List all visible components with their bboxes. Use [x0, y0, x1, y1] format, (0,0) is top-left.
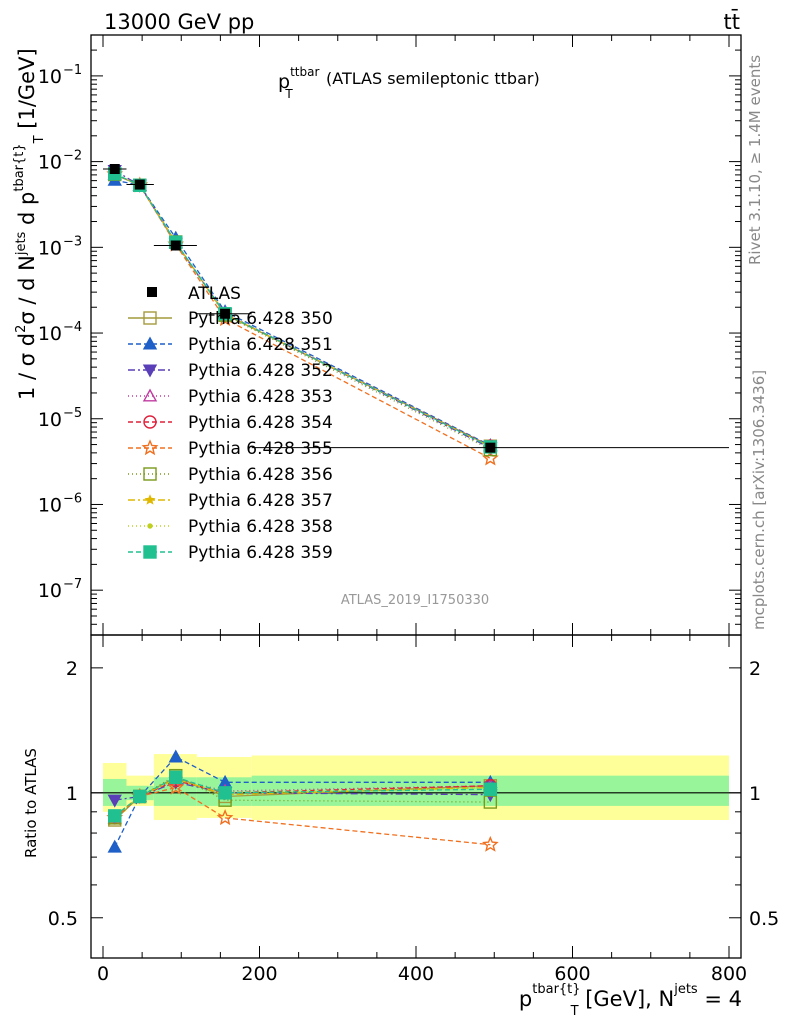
- y-tick-exponent: −5: [63, 406, 82, 421]
- ratio-y-tick-label: 0.5: [48, 908, 78, 930]
- ratio-series-marker: [169, 770, 183, 784]
- y-tick-exponent: −6: [63, 491, 82, 506]
- ratio-series-marker: [483, 795, 498, 809]
- x-tick-label: 200: [241, 963, 277, 985]
- ratio-y-tick-label: 1: [66, 783, 78, 805]
- y-tick-exponent: −7: [63, 577, 82, 592]
- ratio-series-marker: [133, 789, 147, 804]
- y-tick-label: 10: [38, 66, 62, 88]
- ratio-axis-label: Ratio to ATLAS: [22, 748, 40, 858]
- y-tick-label: 10: [38, 580, 62, 602]
- rivet-label: Rivet 3.1.10, ≥ 1.4M events: [746, 55, 764, 265]
- legend-marker: [142, 336, 158, 350]
- ratio-series-marker: [167, 778, 185, 795]
- ratio-series-marker: [218, 786, 232, 800]
- y-tick-exponent: −2: [63, 149, 82, 164]
- legend-marker: [141, 439, 159, 456]
- ratio-y-tick-label-right: 2: [749, 658, 761, 680]
- ratio-series-marker: [483, 782, 498, 796]
- legend-marker: [143, 415, 157, 429]
- ratio-series-marker: [216, 809, 234, 826]
- legend-marker: [144, 494, 156, 505]
- y-tick-exponent: −3: [63, 234, 82, 249]
- legend-label: Pythia 6.428 351: [188, 335, 333, 355]
- legend-label: Pythia 6.428 354: [188, 413, 333, 433]
- x-axis-label: ptbar{t} T [GeV], Njets = 4: [519, 982, 742, 1019]
- atlas-point: [220, 308, 231, 319]
- x-tick-label: 400: [398, 963, 434, 985]
- legend-label: Pythia 6.428 356: [188, 465, 333, 485]
- y-tick-exponent: −1: [63, 63, 82, 78]
- ratio-series-marker: [108, 809, 122, 823]
- analysis-id: ATLAS_2019_I1750330: [341, 593, 489, 608]
- ratio-series-marker: [107, 794, 122, 808]
- x-tick-label: 800: [711, 963, 747, 985]
- legend-marker: [143, 545, 157, 559]
- atlas-point: [170, 240, 181, 251]
- atlas-point: [485, 442, 496, 453]
- y-tick-label: 10: [38, 152, 62, 174]
- legend-label: Pythia 6.428 358: [188, 517, 333, 537]
- ratio-y-tick-label: 2: [66, 658, 78, 680]
- ratio-series-marker: [482, 835, 499, 852]
- energy-label: 13000 GeV pp: [104, 10, 254, 34]
- legend-label-atlas: ATLAS: [188, 284, 241, 304]
- y-tick-label: 10: [38, 237, 62, 259]
- mcplots-label: mcplots.cern.ch [arXiv:1306.3436]: [750, 370, 768, 630]
- main-axis-label: 1 / σ d2σ / d Njets d ptbar{t}T [1/GeV]: [12, 48, 47, 400]
- plot-title: pttbar T: [278, 65, 319, 101]
- ratio-y-tick-label-right: 0.5: [749, 908, 779, 930]
- ratio-series-marker: [168, 749, 183, 763]
- legend-marker: [142, 364, 158, 378]
- legend: ATLAS Pythia 6.428 350 Pythia 6.428 351 Pyt…: [128, 284, 333, 563]
- y-tick-exponent: −4: [63, 320, 82, 335]
- ratio-y-tick-label-right: 1: [749, 783, 761, 805]
- y-tick-label: 10: [38, 409, 62, 431]
- process-label: tt̄: [724, 9, 740, 34]
- legend-marker-atlas: [147, 287, 157, 297]
- ratio-series-line: [114, 786, 491, 846]
- legend-marker: [143, 467, 157, 481]
- ratio-panel: 0 200 400 600 800 2 2 1 1 0.5 0.5: [48, 634, 779, 985]
- legend-label: Pythia 6.428 350: [188, 309, 333, 329]
- legend-marker: [147, 523, 153, 529]
- x-tick-label: 600: [554, 963, 590, 985]
- legend-label: Pythia 6.428 355: [188, 439, 333, 459]
- legend-marker: [142, 388, 158, 402]
- legend-marker: [143, 311, 157, 325]
- atlas-point: [109, 163, 120, 174]
- legend-label: Pythia 6.428 352: [188, 361, 333, 381]
- ratio-series-marker: [107, 839, 122, 853]
- legend-label: Pythia 6.428 353: [188, 387, 333, 407]
- series-line: [114, 169, 491, 449]
- ratio-series-line: [114, 778, 491, 819]
- x-tick-label: 0: [97, 963, 109, 985]
- plot-title-rest: (ATLAS semileptonic ttbar): [326, 69, 540, 88]
- atlas-point: [134, 179, 145, 190]
- legend-label: Pythia 6.428 359: [188, 543, 333, 563]
- legend-label: Pythia 6.428 357: [188, 491, 333, 511]
- main-panel: 10−110−210−310−410−510−610−7: [38, 34, 742, 958]
- ratio-frame: [90, 634, 742, 959]
- y-tick-label: 10: [38, 494, 62, 516]
- y-tick-label: 10: [38, 323, 62, 345]
- series-line: [114, 173, 491, 448]
